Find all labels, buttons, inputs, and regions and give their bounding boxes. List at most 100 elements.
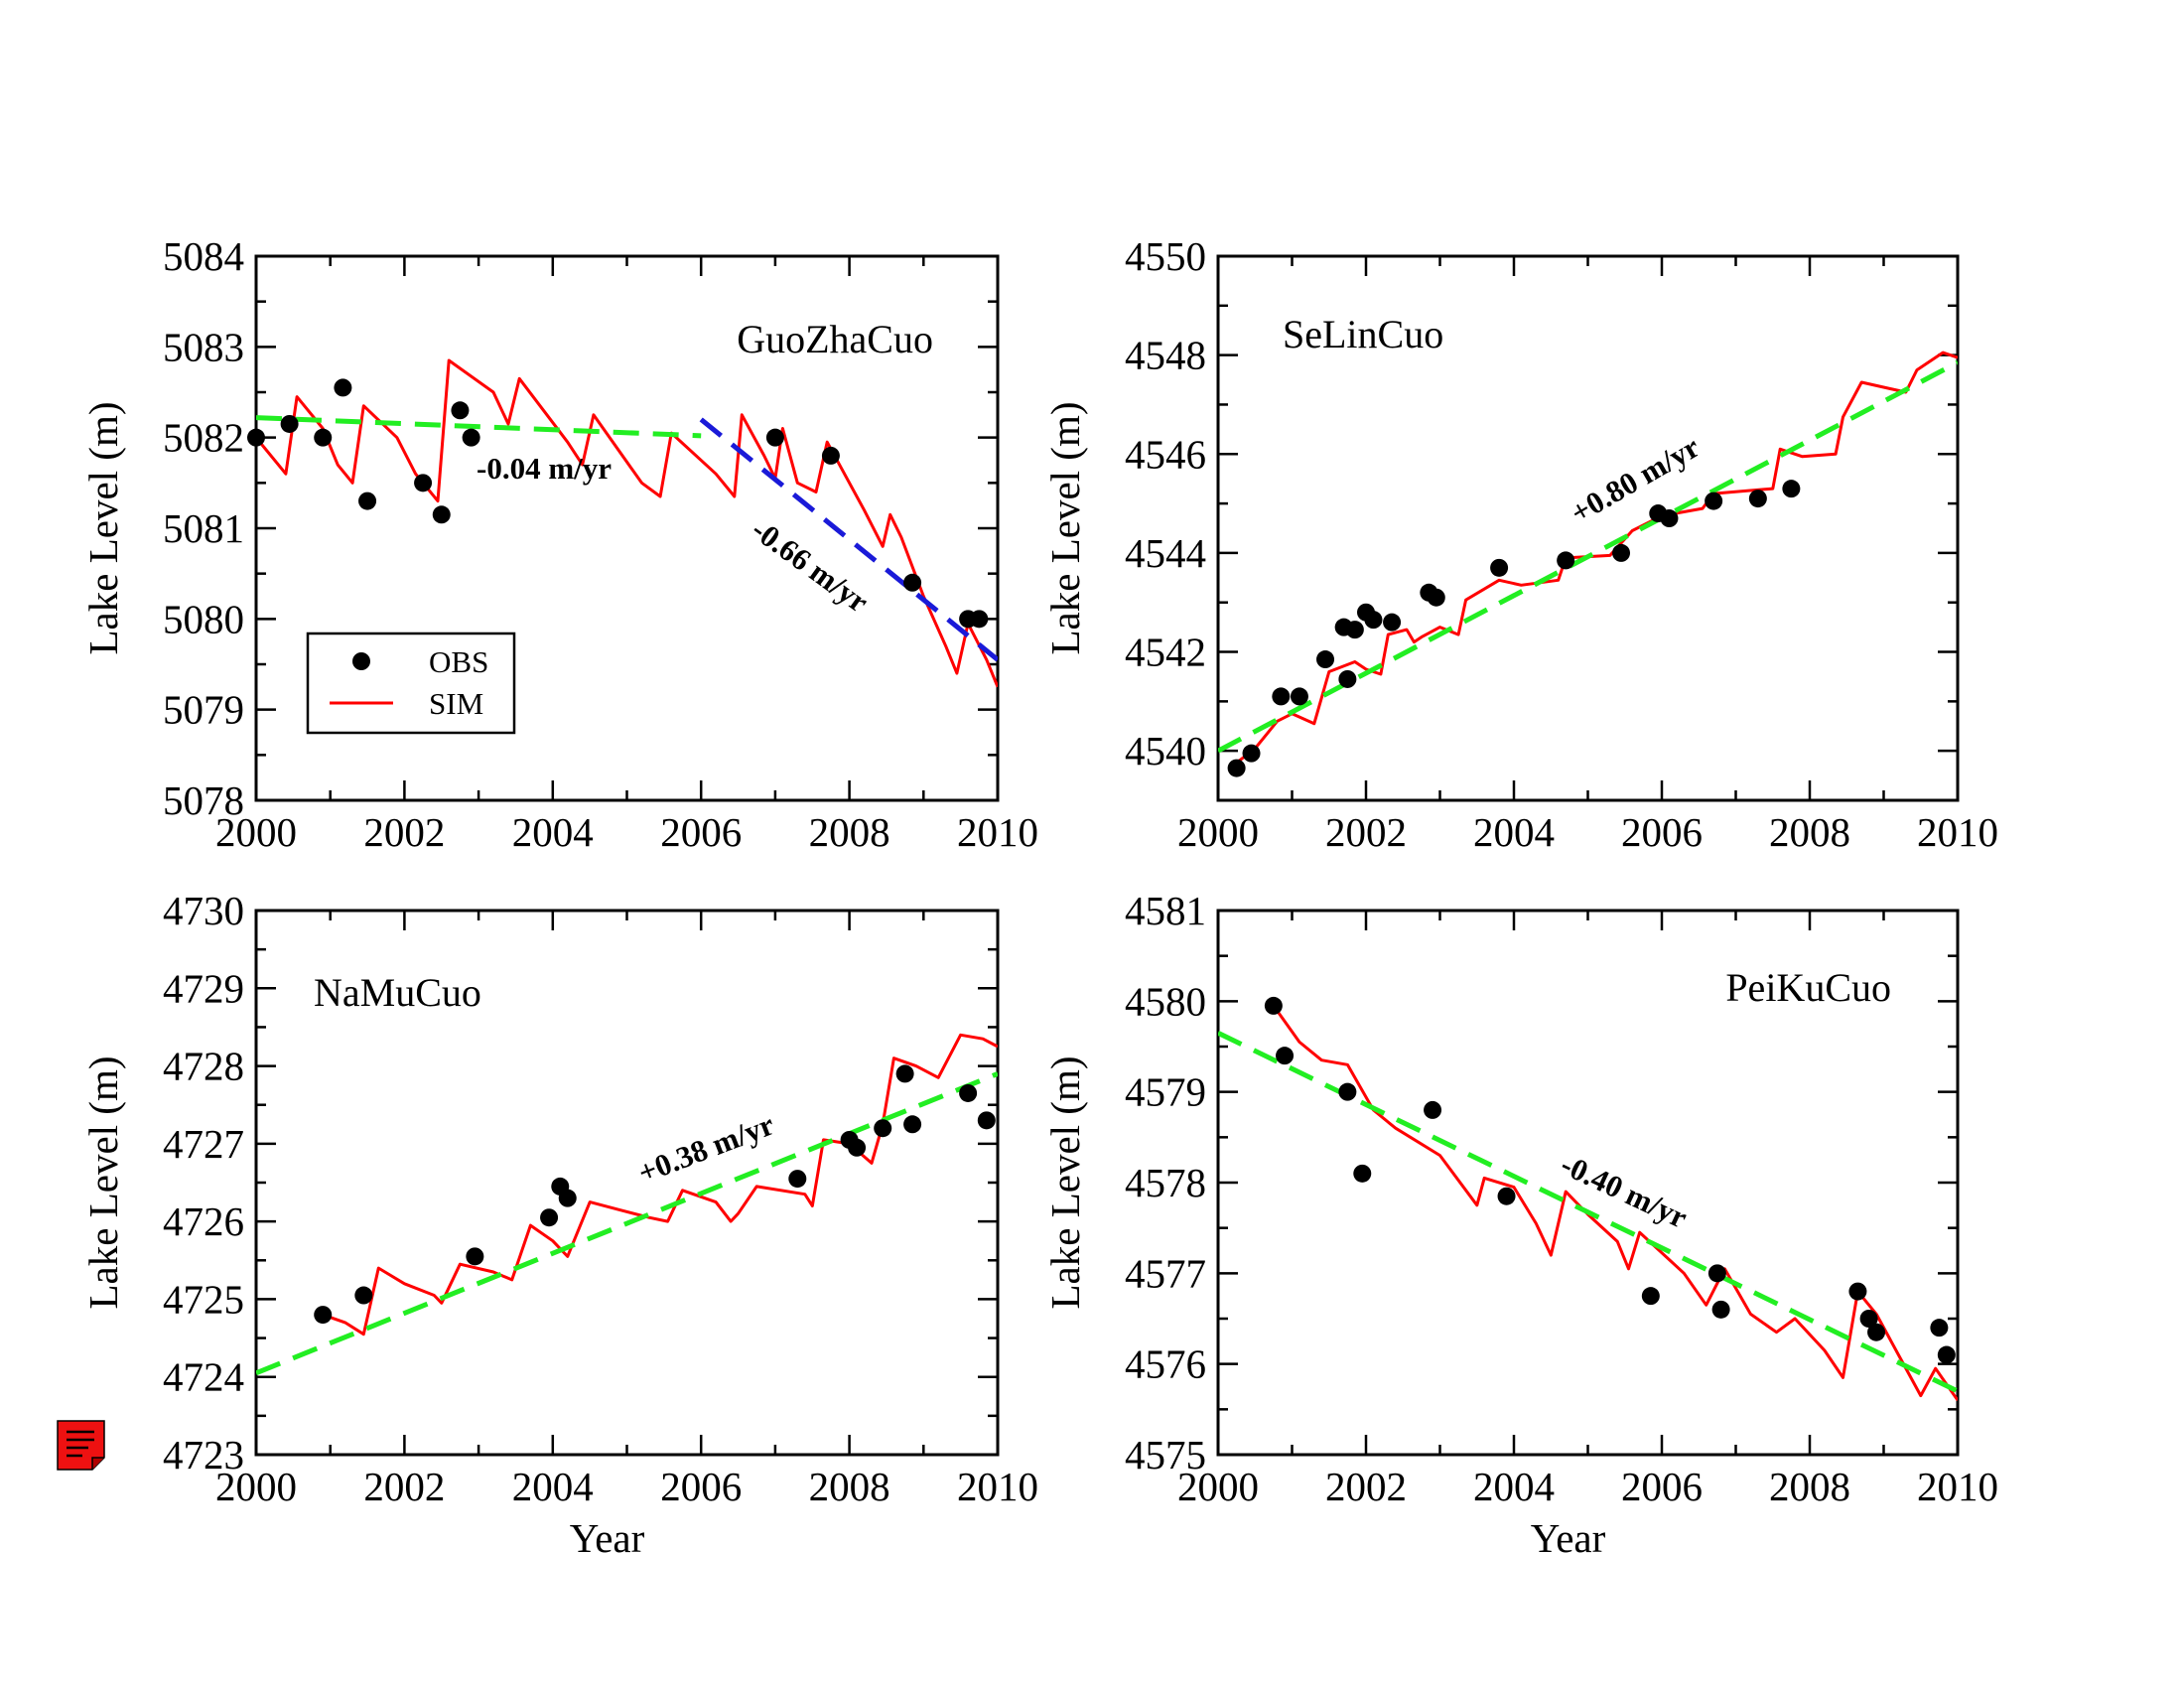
trend-annotation: -0.04 m/yr <box>477 451 612 486</box>
obs-point <box>970 610 989 629</box>
panel-label: NaMuCuo <box>314 970 481 1015</box>
note-icon[interactable] <box>57 1420 105 1471</box>
trend-annotation: -0.66 m/yr <box>746 511 876 619</box>
obs-point <box>1272 687 1291 706</box>
obs-point <box>247 428 265 447</box>
obs-point <box>1705 492 1723 510</box>
obs-point <box>977 1111 996 1130</box>
panel-selincuo: 2000 2002 2004 2006 2008 2010 4540 4542 4544 4546… <box>1042 233 1998 855</box>
y-tick-label: 4723 <box>163 1432 244 1477</box>
y-tick-label: 4728 <box>163 1044 244 1089</box>
obs-point <box>959 1083 978 1102</box>
panel-label: PeiKuCuo <box>1725 965 1891 1010</box>
obs-point <box>1353 1164 1372 1183</box>
obs-point <box>314 1306 333 1325</box>
sim-series-line <box>1231 351 1958 768</box>
obs-point <box>358 492 377 510</box>
sim-series-line <box>322 1033 998 1336</box>
obs-point <box>1345 621 1364 639</box>
x-tick-label: 2006 <box>1621 809 1703 855</box>
obs-point <box>848 1138 867 1157</box>
obs-point <box>334 378 352 397</box>
obs-point <box>1707 1264 1726 1283</box>
trend-line-green <box>256 415 702 439</box>
x-tick-label: 2000 <box>215 809 297 855</box>
x-tick-label: 2010 <box>957 1464 1038 1509</box>
obs-point <box>903 1115 922 1134</box>
y-axis-title: Lake Level (m) <box>1042 1056 1088 1310</box>
y-axis-title: Lake Level (m) <box>80 402 126 655</box>
y-tick-label: 5081 <box>163 505 244 551</box>
panel-label: GuoZhaCuo <box>737 317 933 361</box>
y-tick-label: 4729 <box>163 965 244 1011</box>
x-tick-label: 2004 <box>1473 1464 1555 1509</box>
x-axis-title: Year <box>1531 1515 1606 1561</box>
obs-point <box>462 428 480 447</box>
panel-peikucuo: 2000 2002 2004 2006 2008 2010 4575 4576 4577 4578… <box>1042 888 1998 1561</box>
obs-point <box>1711 1300 1730 1319</box>
x-tick-label: 2006 <box>660 809 742 855</box>
obs-point <box>1641 1287 1660 1306</box>
trend-line-blue <box>699 417 998 662</box>
obs-point <box>1748 490 1767 508</box>
y-tick-label: 4577 <box>1125 1250 1206 1296</box>
y-tick-label: 4724 <box>163 1354 244 1400</box>
trend-line-green <box>1218 359 1958 754</box>
trend-annotation: +0.38 m/yr <box>633 1106 779 1190</box>
y-tick-label: 4581 <box>1125 888 1206 933</box>
obs-point <box>1227 759 1246 777</box>
x-tick-label: 2002 <box>1325 809 1407 855</box>
y-tick-label: 5078 <box>163 777 244 823</box>
y-tick-label: 4730 <box>163 888 244 933</box>
x-tick-label: 2002 <box>1325 1464 1407 1509</box>
obs-point <box>1427 588 1445 607</box>
obs-point <box>1242 744 1261 763</box>
y-tick-label: 4546 <box>1125 431 1206 477</box>
y-tick-label: 4550 <box>1125 233 1206 279</box>
obs-point <box>1782 480 1801 498</box>
obs-point <box>558 1189 577 1207</box>
obs-point <box>821 446 840 465</box>
y-tick-label: 4548 <box>1125 333 1206 378</box>
panel-label: SeLinCuo <box>1283 312 1443 356</box>
x-tick-label: 2002 <box>363 1464 445 1509</box>
x-tick-label: 2010 <box>1917 1464 1998 1509</box>
y-tick-label: 4542 <box>1125 630 1206 675</box>
obs-point <box>314 428 333 447</box>
obs-point <box>466 1247 484 1266</box>
x-tick-label: 2008 <box>809 809 890 855</box>
legend-obs-label: OBS <box>429 644 488 679</box>
x-tick-label: 2010 <box>1917 809 1998 855</box>
legend: OBS SIM <box>306 632 516 735</box>
obs-point <box>1490 558 1509 577</box>
x-tick-label: 2004 <box>1473 809 1555 855</box>
x-tick-label: 2000 <box>1177 809 1259 855</box>
obs-point <box>414 474 433 492</box>
x-tick-label: 2010 <box>957 809 1038 855</box>
y-tick-label: 4580 <box>1125 978 1206 1024</box>
obs-point <box>1290 687 1308 706</box>
obs-point <box>451 401 470 420</box>
y-tick-label: 4576 <box>1125 1341 1206 1387</box>
obs-point <box>903 573 922 592</box>
trend-annotation: +0.80 m/yr <box>1565 429 1706 530</box>
y-tick-label: 5082 <box>163 415 244 461</box>
sim-series-line <box>1272 1005 1958 1402</box>
y-tick-label: 5084 <box>163 233 244 279</box>
trend-annotation: -0.40 m/yr <box>1556 1147 1693 1235</box>
obs-point <box>1338 1082 1357 1101</box>
obs-point <box>1264 996 1283 1015</box>
obs-point <box>1930 1319 1949 1337</box>
obs-point <box>765 428 784 447</box>
y-tick-label: 4579 <box>1125 1069 1206 1115</box>
obs-point <box>1276 1047 1295 1065</box>
x-tick-label: 2000 <box>1177 1464 1259 1509</box>
obs-point <box>432 505 451 524</box>
obs-point <box>354 1286 373 1305</box>
panel-guozhacuo: 2000 2002 2004 2006 2008 2010 5078 5079 5080 5081… <box>80 233 1038 855</box>
y-tick-label: 4725 <box>163 1276 244 1322</box>
x-tick-label: 2006 <box>660 1464 742 1509</box>
legend-obs-marker <box>352 652 370 670</box>
x-tick-label: 2008 <box>1769 809 1850 855</box>
